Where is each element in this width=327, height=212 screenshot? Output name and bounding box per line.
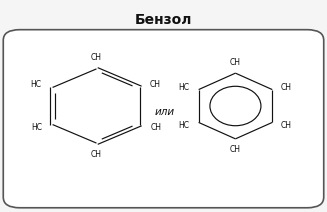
Text: CH: CH [230,145,241,154]
Text: HC: HC [178,82,189,92]
Text: HC: HC [179,121,189,130]
Text: HC: HC [31,123,42,132]
Text: или: или [155,107,175,117]
FancyBboxPatch shape [3,30,324,208]
Text: Бензол: Бензол [135,13,192,27]
Text: CH: CH [281,121,292,130]
Text: CH: CH [150,123,161,132]
Text: HC: HC [30,80,42,89]
Text: CH: CH [91,53,102,62]
Text: CH: CH [91,150,102,159]
Text: CH: CH [281,82,292,92]
Text: CH: CH [149,80,161,89]
Text: CH: CH [230,58,241,67]
